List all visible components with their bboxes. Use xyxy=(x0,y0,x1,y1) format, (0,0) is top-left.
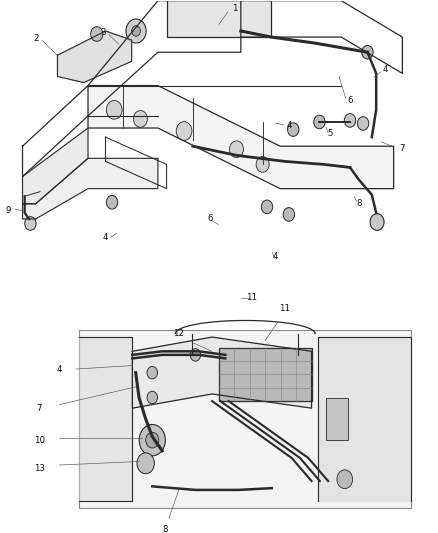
Circle shape xyxy=(337,470,353,489)
Circle shape xyxy=(106,196,118,209)
Text: 4: 4 xyxy=(286,120,292,130)
Text: 7: 7 xyxy=(37,403,42,413)
Polygon shape xyxy=(22,158,158,219)
Bar xyxy=(166,0,272,37)
Circle shape xyxy=(190,349,201,361)
Bar xyxy=(219,348,311,401)
Circle shape xyxy=(106,100,122,119)
Circle shape xyxy=(147,391,158,404)
Polygon shape xyxy=(57,31,132,83)
Text: 9: 9 xyxy=(6,206,11,215)
Text: 4: 4 xyxy=(103,233,108,242)
Text: 3: 3 xyxy=(101,28,106,37)
Circle shape xyxy=(176,122,192,141)
Text: 7: 7 xyxy=(399,143,405,152)
Circle shape xyxy=(147,366,158,379)
Polygon shape xyxy=(88,86,394,189)
Bar xyxy=(79,330,411,508)
Circle shape xyxy=(25,217,36,230)
Circle shape xyxy=(134,110,148,127)
Text: 12: 12 xyxy=(173,329,184,338)
Circle shape xyxy=(137,453,154,474)
Text: 4: 4 xyxy=(273,252,279,261)
Bar xyxy=(326,398,348,440)
Circle shape xyxy=(288,123,299,136)
Circle shape xyxy=(357,117,369,130)
Text: 13: 13 xyxy=(34,464,45,473)
Bar xyxy=(219,348,311,401)
Text: 11: 11 xyxy=(246,293,257,302)
Text: 6: 6 xyxy=(347,95,353,104)
Circle shape xyxy=(256,157,269,172)
Circle shape xyxy=(230,141,244,158)
Circle shape xyxy=(362,45,373,59)
Circle shape xyxy=(370,214,384,230)
Circle shape xyxy=(132,26,141,36)
Circle shape xyxy=(261,200,273,214)
Text: 8: 8 xyxy=(163,524,168,533)
Text: 5: 5 xyxy=(328,130,333,139)
Circle shape xyxy=(283,208,294,221)
Polygon shape xyxy=(132,337,311,408)
Text: 6: 6 xyxy=(208,214,213,223)
Text: 4: 4 xyxy=(382,65,388,74)
Text: 2: 2 xyxy=(33,34,39,43)
Text: 10: 10 xyxy=(34,435,45,445)
Text: 1: 1 xyxy=(232,4,237,13)
Text: 4: 4 xyxy=(57,365,62,374)
Circle shape xyxy=(344,114,356,127)
Text: 8: 8 xyxy=(356,199,361,208)
Text: 11: 11 xyxy=(279,304,290,313)
Circle shape xyxy=(146,432,159,448)
Circle shape xyxy=(314,115,325,129)
Circle shape xyxy=(126,19,146,43)
Circle shape xyxy=(91,27,103,42)
Circle shape xyxy=(139,424,166,456)
Polygon shape xyxy=(318,337,411,500)
Polygon shape xyxy=(79,337,132,500)
Polygon shape xyxy=(22,128,88,204)
